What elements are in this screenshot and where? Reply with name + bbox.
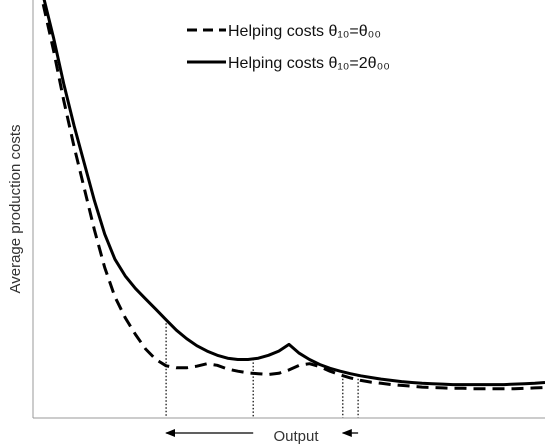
x-axis-label: Output <box>273 428 319 445</box>
legend-label-dashed: Helping costs θ₁₀=θ₀₀ <box>228 23 381 40</box>
legend-entry-dashed: Helping costs θ₁₀=θ₀₀ <box>187 23 381 40</box>
legend-entry-solid: Helping costs θ₁₀=2θ₀₀ <box>187 55 390 72</box>
reference-lines <box>165 319 359 418</box>
legend-label-solid: Helping costs θ₁₀=2θ₀₀ <box>228 55 390 72</box>
series-line-solid <box>42 0 545 387</box>
legend: Helping costs θ₁₀=θ₀₀ Helping costs θ₁₀=… <box>187 23 390 72</box>
series-layer <box>41 0 545 391</box>
series-line-dashed <box>41 3 545 391</box>
y-axis-label: Average production costs <box>7 125 24 294</box>
